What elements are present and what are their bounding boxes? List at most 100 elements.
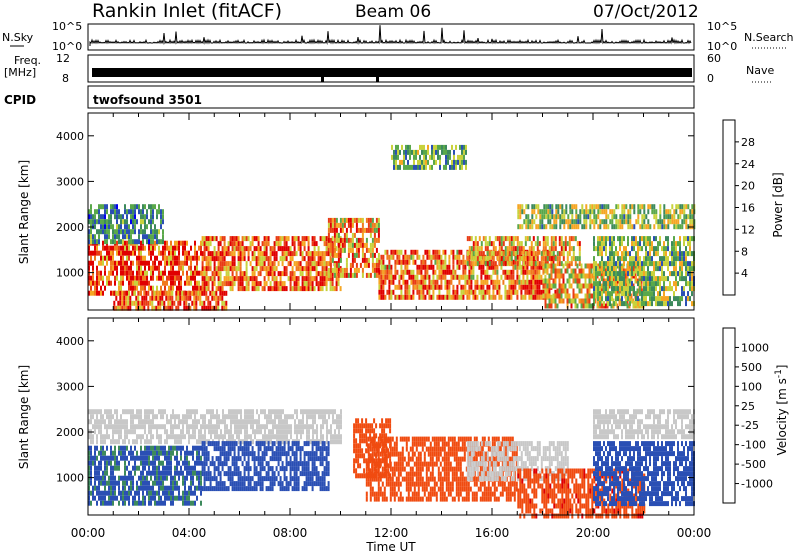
data-cell xyxy=(110,439,112,445)
data-cell xyxy=(639,236,641,242)
data-cell xyxy=(297,286,300,292)
data-cell xyxy=(343,272,346,278)
data-cell xyxy=(456,249,459,255)
data-cell xyxy=(456,289,459,295)
data-cell xyxy=(435,149,437,155)
data-cell xyxy=(142,500,144,506)
data-cell xyxy=(188,265,190,271)
data-cell xyxy=(440,254,443,260)
data-cell xyxy=(613,266,615,272)
data-cell xyxy=(100,270,102,276)
data-cell xyxy=(386,289,389,295)
data-cell xyxy=(554,273,557,279)
data-cell xyxy=(532,251,535,257)
data-cell xyxy=(375,217,378,223)
data-cell xyxy=(136,285,138,291)
data-cell xyxy=(683,236,685,242)
data-cell xyxy=(134,424,136,430)
data-cell xyxy=(178,419,180,425)
data-cell xyxy=(92,290,94,296)
data-cell xyxy=(378,294,381,300)
data-cell xyxy=(470,236,473,242)
data-cell xyxy=(542,278,545,284)
data-cell xyxy=(140,419,142,425)
data-cell xyxy=(251,281,254,287)
data-cell xyxy=(482,289,485,295)
data-cell xyxy=(627,241,629,247)
data-cell xyxy=(659,214,662,220)
data-cell xyxy=(96,490,98,496)
data-cell xyxy=(94,409,96,415)
data-cell xyxy=(128,409,130,415)
data-cell xyxy=(112,260,114,266)
data-cell xyxy=(597,214,600,220)
data-cell xyxy=(306,434,308,440)
data-cell xyxy=(452,254,455,260)
data-cell xyxy=(687,204,690,210)
data-cell xyxy=(435,144,437,150)
data-cell xyxy=(150,234,152,240)
data-cell xyxy=(96,229,98,235)
data-cell xyxy=(496,264,499,270)
data-cell xyxy=(96,270,98,276)
data-cell xyxy=(202,434,204,440)
data-cell xyxy=(480,246,483,252)
data-cell xyxy=(583,224,586,230)
data-cell xyxy=(293,281,296,287)
data-cell xyxy=(343,232,346,238)
data-cell xyxy=(337,266,340,272)
data-cell xyxy=(422,289,425,295)
data-cell xyxy=(466,279,469,285)
data-cell xyxy=(679,224,682,230)
data-cell xyxy=(156,429,158,435)
data-cell xyxy=(418,284,421,290)
data-cell xyxy=(127,300,130,306)
data-cell xyxy=(329,222,332,228)
data-cell xyxy=(305,251,308,257)
data-cell xyxy=(534,254,537,260)
data-cell xyxy=(102,455,104,461)
data-cell xyxy=(152,424,154,430)
data-cell xyxy=(307,271,310,277)
data-cell xyxy=(108,219,110,225)
data-cell xyxy=(582,303,585,309)
data-cell xyxy=(536,284,539,290)
data-cell xyxy=(289,271,292,277)
data-cell xyxy=(233,241,236,247)
data-cell xyxy=(200,429,202,435)
data-cell xyxy=(150,490,152,496)
data-cell xyxy=(182,265,184,271)
data-cell xyxy=(146,419,148,425)
data-cell xyxy=(119,300,122,306)
data-cell xyxy=(663,214,666,220)
data-cell xyxy=(212,429,214,435)
data-cell xyxy=(623,214,626,220)
data-cell xyxy=(216,429,218,435)
data-cell xyxy=(530,269,533,275)
data-cell xyxy=(410,249,413,255)
data-cell xyxy=(351,252,354,258)
data-cell xyxy=(657,296,659,302)
data-cell xyxy=(186,270,188,276)
data-cell xyxy=(188,470,190,476)
data-cell xyxy=(134,460,136,466)
data-cell xyxy=(667,241,669,247)
data-cell xyxy=(542,261,545,267)
data-cell xyxy=(194,460,196,466)
data-cell xyxy=(689,296,691,302)
data-cell xyxy=(238,419,240,425)
data-cell xyxy=(331,222,334,228)
data-cell xyxy=(182,250,184,256)
data-cell xyxy=(112,470,114,476)
y-tick-label: 1000 xyxy=(56,267,84,280)
data-cell xyxy=(125,300,128,306)
data-cell xyxy=(210,414,212,420)
data-cell xyxy=(232,414,234,420)
data-cell xyxy=(459,164,461,170)
data-cell xyxy=(191,300,194,306)
data-cell xyxy=(671,256,673,262)
data-cell xyxy=(152,460,154,466)
data-cell xyxy=(430,294,433,300)
data-cell xyxy=(158,475,160,481)
data-cell xyxy=(562,263,565,269)
